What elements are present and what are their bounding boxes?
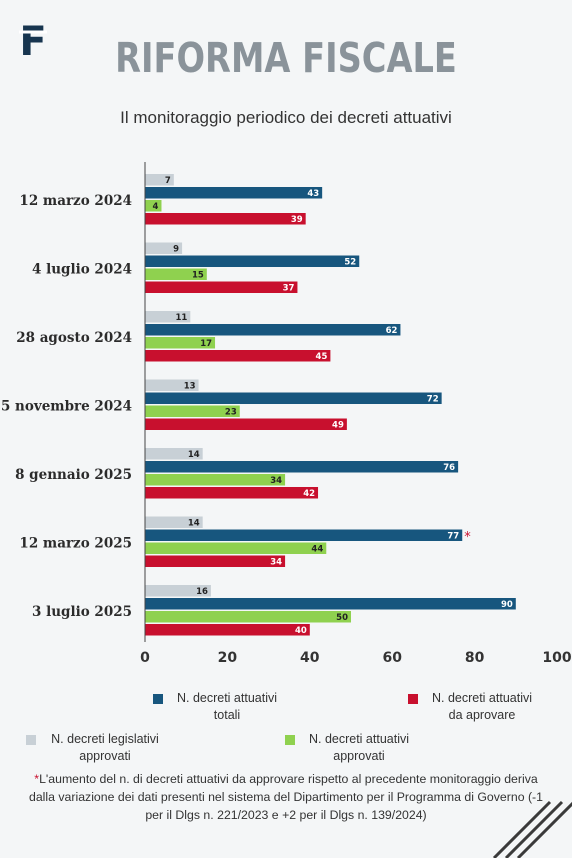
- data-label-n-decreti-attuativi-totali-12-marzo-2024: 43: [307, 189, 319, 199]
- data-label-n-decreti-attuativi-totali-4-luglio-2024: 52: [344, 258, 356, 268]
- legend-swatch-totali: [153, 694, 163, 704]
- legend-swatch-legislativi: [26, 735, 36, 745]
- bar-n-decreti-legislativi-approvati-12-marzo-2024: [145, 174, 174, 186]
- data-label-n-decreti-attuativi-approvati-4-luglio-2024: 15: [192, 271, 204, 281]
- x-tick-label-20: 20: [218, 650, 238, 666]
- bar-n-decreti-attuativi-approvati-12-marzo-2024: [145, 200, 162, 212]
- legend-item-approvati: N. decreti attuativi approvati: [285, 731, 415, 765]
- legend-label-totali-1: N. decreti attuativi: [176, 691, 278, 705]
- legend-item-legislativi: N. decreti legislativi approvati: [26, 731, 166, 765]
- footnote: *L'aumento del n. di decreti attuativi d…: [22, 770, 550, 824]
- data-label-n-decreti-attuativi-totali-3-luglio-2025: 90: [501, 600, 513, 610]
- bar-n-decreti-legislativi-approvati-28-agosto-2024: [145, 311, 191, 323]
- category-label-8-gennaio-2025: 8 gennaio 2025: [15, 467, 132, 483]
- bar-n-decreti-attuativi-totali-5-novembre-2024: [145, 392, 442, 404]
- data-label-n-decreti-attuativi-totali-8-gennaio-2025: 76: [443, 463, 455, 473]
- data-label-n-decreti-attuativi-da-aprovare-12-marzo-2025: 34: [270, 558, 282, 568]
- bar-n-decreti-attuativi-approvati-28-agosto-2024: [145, 337, 216, 349]
- bar-n-decreti-legislativi-approvati-4-luglio-2024: [145, 242, 183, 254]
- legend-label-da-approvare-2: da aprovare: [448, 708, 516, 722]
- footnote-text: L'aumento del n. di decreti attuativi da…: [29, 772, 543, 822]
- x-tick-label-100: 100: [542, 650, 571, 666]
- legend-swatch-approvati: [285, 735, 295, 745]
- category-label-5-novembre-2024: 5 novembre 2024: [1, 399, 132, 415]
- bar-n-decreti-attuativi-approvati-4-luglio-2024: [145, 268, 207, 280]
- data-label-n-decreti-attuativi-approvati-12-marzo-2025: 44: [311, 545, 323, 555]
- data-label-n-decreti-attuativi-approvati-28-agosto-2024: 17: [200, 339, 212, 349]
- legend-label-approvati-1: N. decreti attuativi: [308, 732, 410, 746]
- legend-label-approvati-2: approvati: [333, 749, 385, 763]
- x-tick-label-0: 0: [140, 650, 150, 666]
- logo-icon: F: [18, 19, 48, 62]
- data-label-n-decreti-legislativi-approvati-12-marzo-2025: 14: [188, 519, 200, 529]
- legend-label-legislativi-2: approvati: [79, 749, 131, 763]
- data-label-n-decreti-attuativi-approvati-12-marzo-2024: 4: [153, 202, 159, 212]
- bar-n-decreti-legislativi-approvati-12-marzo-2025: [145, 516, 203, 528]
- bar-n-decreti-attuativi-approvati-8-gennaio-2025: [145, 474, 286, 486]
- data-label-n-decreti-attuativi-da-aprovare-4-luglio-2024: 37: [283, 284, 295, 294]
- category-label-12-marzo-2025: 12 marzo 2025: [19, 536, 132, 552]
- bar-n-decreti-attuativi-totali-12-marzo-2024: [145, 187, 323, 199]
- category-label-28-agosto-2024: 28 agosto 2024: [16, 330, 132, 346]
- legend-label-legislativi-1: N. decreti legislativi: [51, 732, 159, 746]
- bar-n-decreti-attuativi-totali-8-gennaio-2025: [145, 461, 459, 473]
- bar-n-decreti-attuativi-approvati-3-luglio-2025: [145, 611, 351, 623]
- bar-n-decreti-attuativi-da-aprovare-12-marzo-2025: [145, 555, 286, 567]
- x-tick-label-80: 80: [465, 650, 485, 666]
- bar-n-decreti-attuativi-da-aprovare-28-agosto-2024: [145, 350, 331, 362]
- data-label-n-decreti-attuativi-da-aprovare-8-gennaio-2025: 42: [303, 489, 315, 499]
- bar-n-decreti-attuativi-da-aprovare-4-luglio-2024: [145, 281, 298, 293]
- legend-item-totali: N. decreti attuativi totali: [153, 690, 283, 724]
- category-label-3-luglio-2025: 3 luglio 2025: [32, 604, 132, 620]
- legend-label-da-approvare-1: N. decreti attuativi: [431, 691, 533, 705]
- bar-n-decreti-attuativi-totali-3-luglio-2025: [145, 598, 516, 610]
- data-label-n-decreti-attuativi-da-aprovare-5-novembre-2024: 49: [332, 421, 344, 431]
- bar-n-decreti-attuativi-totali-12-marzo-2025: [145, 529, 463, 541]
- data-label-n-decreti-attuativi-totali-12-marzo-2025: 77: [447, 532, 459, 542]
- data-label-n-decreti-attuativi-da-aprovare-12-marzo-2024: 39: [291, 215, 303, 225]
- bar-n-decreti-legislativi-approvati-5-novembre-2024: [145, 379, 199, 391]
- bar-n-decreti-legislativi-approvati-8-gennaio-2025: [145, 448, 203, 460]
- footnote-star: *: [34, 772, 40, 786]
- data-label-n-decreti-legislativi-approvati-3-luglio-2025: 16: [196, 587, 208, 597]
- page-subtitle: Il monitoraggio periodico dei decreti at…: [120, 108, 452, 127]
- data-label-n-decreti-attuativi-approvati-5-novembre-2024: 23: [225, 408, 237, 418]
- category-label-4-luglio-2024: 4 luglio 2024: [32, 262, 132, 278]
- corner-decoration: [492, 800, 572, 858]
- bar-n-decreti-attuativi-da-aprovare-12-marzo-2024: [145, 213, 306, 225]
- x-tick-label-60: 60: [382, 650, 402, 666]
- bar-n-decreti-attuativi-da-aprovare-3-luglio-2025: [145, 624, 310, 636]
- x-tick-label-40: 40: [300, 650, 320, 666]
- bar-n-decreti-attuativi-totali-28-agosto-2024: [145, 324, 401, 336]
- page-title: RIFORMA FISCALE: [115, 34, 457, 82]
- logo-letter: F: [19, 19, 46, 62]
- bar-n-decreti-legislativi-approvati-3-luglio-2025: [145, 585, 211, 597]
- data-label-n-decreti-attuativi-da-aprovare-3-luglio-2025: 40: [295, 626, 307, 636]
- data-label-n-decreti-legislativi-approvati-12-marzo-2024: 7: [165, 176, 171, 186]
- annotation-star: *: [464, 530, 471, 545]
- bar-n-decreti-attuativi-da-aprovare-5-novembre-2024: [145, 418, 347, 430]
- data-label-n-decreti-attuativi-da-aprovare-28-agosto-2024: 45: [316, 352, 328, 362]
- data-label-n-decreti-legislativi-approvati-8-gennaio-2025: 14: [188, 450, 200, 460]
- data-label-n-decreti-attuativi-approvati-3-luglio-2025: 50: [336, 613, 348, 623]
- data-label-n-decreti-attuativi-totali-5-novembre-2024: 72: [427, 395, 439, 405]
- legend-item-da-approvare: N. decreti attuativi da aprovare: [408, 690, 538, 724]
- bar-n-decreti-attuativi-totali-4-luglio-2024: [145, 255, 360, 267]
- bar-n-decreti-attuativi-approvati-5-novembre-2024: [145, 405, 240, 417]
- legend-swatch-da-approvare: [408, 694, 418, 704]
- data-label-n-decreti-attuativi-approvati-8-gennaio-2025: 34: [270, 476, 282, 486]
- data-label-n-decreti-attuativi-totali-28-agosto-2024: 62: [386, 326, 398, 336]
- bar-n-decreti-attuativi-da-aprovare-8-gennaio-2025: [145, 487, 319, 499]
- data-label-n-decreti-legislativi-approvati-5-novembre-2024: 13: [184, 382, 196, 392]
- category-label-12-marzo-2024: 12 marzo 2024: [19, 193, 132, 209]
- bar-n-decreti-attuativi-approvati-12-marzo-2025: [145, 542, 327, 554]
- data-label-n-decreti-legislativi-approvati-28-agosto-2024: 11: [175, 313, 187, 323]
- legend-label-totali-2: totali: [213, 708, 241, 722]
- data-label-n-decreti-legislativi-approvati-4-luglio-2024: 9: [173, 245, 179, 255]
